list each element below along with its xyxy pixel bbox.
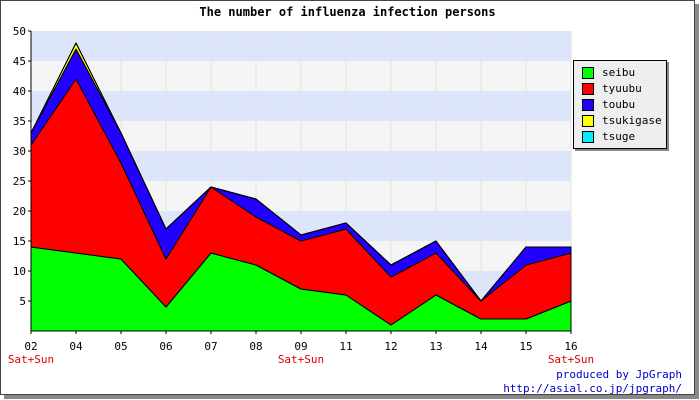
y-tick-label: 35 [13,115,26,128]
x-tick-label: 02 [24,340,37,353]
x-tick-label: 06 [159,340,172,353]
x-tick-label: 08 [249,340,262,353]
x-tick-label: 16 [564,340,577,353]
x-tick-label: 07 [204,340,217,353]
y-tick-label: 15 [13,235,26,248]
x-tick-sublabel: Sat+Sun [278,353,324,366]
x-tick-label: 12 [384,340,397,353]
y-tick-label: 20 [13,205,26,218]
legend-label-seibu: seibu [602,66,636,79]
y-tick-label: 45 [13,55,26,68]
legend-swatch-tyuubu [582,83,594,95]
legend-swatch-tsukigase [582,115,594,127]
credit-link[interactable]: http://asial.co.jp/jpgraph/ [503,382,682,395]
chart-title: The number of influenza infection person… [199,5,496,19]
x-tick-label: 15 [519,340,532,353]
x-tick-label: 14 [474,340,488,353]
x-tick-label: 13 [429,340,442,353]
y-tick-label: 10 [13,265,26,278]
legend-label-tyuubu: tyuubu [602,82,642,95]
x-tick-label: 11 [339,340,352,353]
series-area-tsuge [30,42,572,302]
credit-text: produced by JpGraph [556,368,682,381]
x-tick-sublabel: Sat+Sun [8,353,54,366]
legend-label-tsukigase: tsukigase [602,114,662,127]
y-tick-label: 5 [19,295,26,308]
legend-swatch-seibu [582,67,594,79]
y-tick-label: 50 [13,25,26,38]
y-tick-label: 30 [13,145,26,158]
x-tick-label: 05 [114,340,127,353]
y-tick-label: 40 [13,85,26,98]
legend-swatch-tsuge [582,131,594,143]
legend-swatch-toubu [582,99,594,111]
chart-legend: seibu tyuubu toubu tsukigase tsuge [573,60,667,149]
legend-label-toubu: toubu [602,98,636,111]
x-tick-label: 04 [69,340,83,353]
x-tick-sublabel: Sat+Sun [548,353,594,366]
legend-label-tsuge: tsuge [602,130,636,143]
y-tick-label: 25 [13,175,26,188]
x-tick-label: 09 [294,340,307,353]
